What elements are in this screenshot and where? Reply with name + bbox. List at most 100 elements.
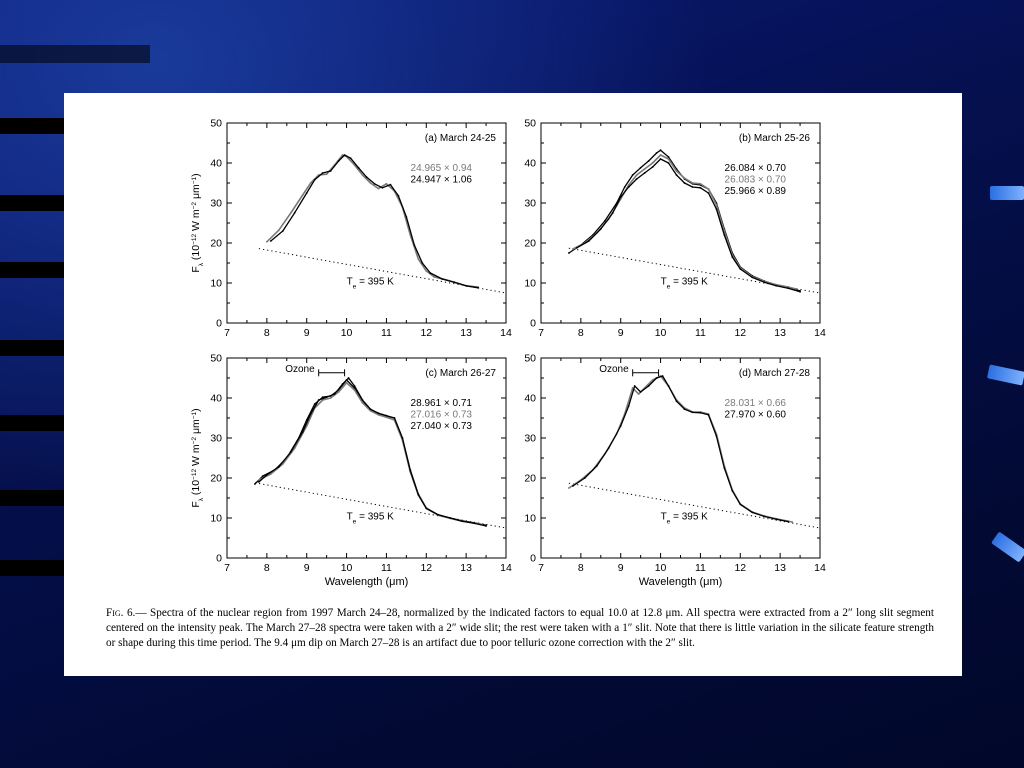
- spectrum-point: [389, 183, 392, 186]
- spectrum-point: [599, 228, 602, 230]
- spectrum-point: [345, 381, 348, 384]
- y-tick-label: 50: [210, 118, 222, 130]
- spectrum-point: [289, 212, 292, 214]
- plot-frame: [540, 357, 821, 559]
- spectrum-point: [341, 154, 344, 156]
- spectrum-point: [265, 240, 268, 243]
- spectrum-point: [775, 284, 778, 287]
- background-stripe: [0, 195, 64, 211]
- spectrum-point: [619, 196, 622, 198]
- spectrum-point: [571, 248, 574, 250]
- spectrum-point: [675, 174, 678, 176]
- spectrum-point: [277, 229, 280, 232]
- x-axis-label: Wavelength (μm): [639, 576, 723, 588]
- legend-entry: 27.040 × 0.73: [411, 421, 473, 432]
- spectrum-point: [595, 465, 598, 467]
- x-tick-label: 14: [500, 327, 512, 339]
- spectrum-point: [385, 416, 388, 419]
- spectrum-point: [667, 162, 670, 164]
- panel-label: (d) March 27-28: [739, 368, 811, 379]
- y-tick-label: 30: [524, 433, 536, 445]
- spectrum-point: [309, 413, 312, 415]
- spectrum-point: [635, 174, 638, 176]
- spectrum-point: [433, 276, 436, 278]
- spectrum-point: [571, 485, 574, 487]
- spectrum-point: [731, 256, 734, 258]
- spectrum-point: [377, 413, 380, 416]
- y-tick-label: 10: [210, 278, 222, 290]
- spectrum-point: [281, 463, 284, 465]
- x-tick-label: 11: [381, 327, 392, 339]
- figure-caption-label: Fig. 6.: [106, 607, 136, 619]
- y-tick-label: 40: [210, 158, 222, 170]
- x-tick-label: 14: [814, 327, 826, 339]
- continuum-fit-line: [568, 247, 821, 294]
- x-tick-label: 13: [460, 327, 472, 339]
- spectrum-point: [337, 160, 340, 162]
- x-tick-label: 11: [695, 562, 706, 574]
- spectrum-point: [385, 414, 388, 417]
- figure-panel: 7 8 9 10 11 12 13 14 0 10 20 30 40 50 Fλ (10−12 W m−2 …: [64, 93, 962, 676]
- spectrum-point: [254, 483, 256, 485]
- legend-entry: 27.016 × 0.73: [411, 410, 473, 421]
- spectrum-point: [683, 408, 686, 411]
- spectrum-point: [723, 234, 726, 236]
- spectrum-point: [269, 240, 272, 242]
- spectrum-point: [425, 507, 428, 510]
- spectrum-point: [763, 515, 766, 518]
- spectrum-point: [799, 290, 801, 293]
- spectrum-point: [699, 411, 702, 414]
- x-tick-label: 12: [734, 562, 746, 574]
- y-tick-label: 20: [210, 473, 222, 485]
- spectrum-point: [715, 435, 718, 437]
- spectrum-point: [421, 262, 424, 264]
- spectrum-point: [627, 184, 630, 186]
- legend-entry: 28.031 × 0.66: [725, 398, 787, 409]
- spectrum-point: [603, 220, 606, 222]
- spectrum-point: [309, 182, 312, 184]
- x-tick-label: 9: [618, 327, 624, 339]
- y-tick-label: 30: [524, 198, 536, 210]
- x-tick-label: 12: [420, 562, 432, 574]
- y-tick-label: 50: [524, 118, 536, 130]
- spectrum-point: [643, 168, 646, 170]
- spectrum-point: [683, 182, 686, 184]
- spectrum-point: [453, 281, 456, 284]
- spectrum-point: [739, 268, 742, 270]
- chart-panel-1: 7 8 9 10 11 12 13 14 0 10 20 30 40 50 Fλ (10−12 W m−2 …: [190, 118, 512, 340]
- spectrum-point: [568, 487, 570, 489]
- spectrum-point: [365, 176, 368, 178]
- spectrum-point: [659, 154, 662, 156]
- y-tick-label: 40: [524, 393, 536, 405]
- y-tick-label: 50: [210, 353, 222, 365]
- spectrum-point: [417, 493, 420, 496]
- x-tick-label: 10: [341, 327, 353, 339]
- background-stripe: [0, 262, 64, 278]
- spectrum-point: [293, 211, 296, 214]
- spectrum-point: [707, 188, 710, 190]
- spectrum-point: [485, 525, 487, 527]
- spectrum-point: [639, 391, 642, 393]
- spectrum-point: [429, 272, 432, 274]
- spectrum-point: [461, 520, 464, 523]
- continuum-fit-line: [254, 482, 507, 529]
- x-axis-label: Wavelength (μm): [325, 576, 409, 588]
- spectrum-point: [301, 431, 304, 433]
- spectrum-point: [575, 246, 578, 249]
- x-tick-label: 8: [264, 327, 270, 339]
- spectrum-point: [691, 411, 694, 414]
- spectrum-point: [707, 192, 710, 194]
- spectrum-point: [409, 469, 412, 472]
- y-tick-label: 0: [530, 318, 536, 330]
- spectrum-point: [317, 399, 320, 401]
- y-tick-label: 30: [210, 198, 222, 210]
- y-tick-label: 10: [210, 513, 222, 525]
- spectrum-point: [397, 194, 400, 197]
- spectrum-point: [667, 385, 670, 387]
- x-tick-label: 7: [224, 327, 230, 339]
- spectrum-point: [477, 286, 479, 289]
- plot-frame: [226, 122, 507, 324]
- spectrum-point: [449, 517, 452, 519]
- spectrum-point: [659, 158, 662, 160]
- spectrum-point: [325, 173, 328, 176]
